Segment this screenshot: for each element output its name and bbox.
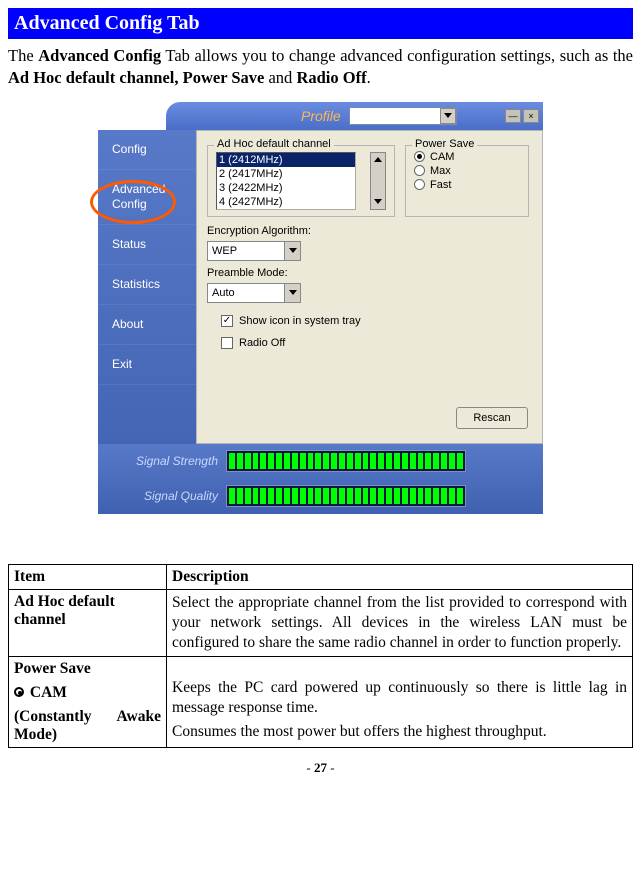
bullet-icon [14, 687, 24, 697]
preamble-label: Preamble Mode: [207, 267, 288, 279]
checkbox-icon: ✓ [221, 315, 233, 327]
preamble-dropdown[interactable]: Auto [207, 283, 301, 303]
radio-off-checkbox[interactable]: Radio Off [221, 337, 285, 349]
table-row: Power Save CAM (Constantly Awake Mode) K… [9, 656, 633, 747]
scroll-up-icon[interactable] [371, 153, 385, 167]
chevron-down-icon [440, 108, 456, 124]
chevron-down-icon [284, 284, 300, 302]
channel-listbox[interactable]: 1 (2412MHz) 2 (2417MHz) 3 (2422MHz) 4 (2… [216, 152, 356, 210]
description-table: Item Description Ad Hoc defaultchannel S… [8, 564, 633, 748]
channel-item[interactable]: 4 (2427MHz) [217, 195, 355, 209]
channel-item[interactable]: 2 (2417MHz) [217, 167, 355, 181]
signal-bars: Signal Strength Signal Quality [98, 444, 543, 514]
signal-strength-label: Signal Strength [98, 454, 226, 468]
profile-dropdown[interactable] [349, 107, 457, 125]
table-header-item: Item [9, 564, 167, 589]
section-header: Advanced Config Tab [8, 8, 633, 39]
close-button[interactable]: × [523, 109, 539, 123]
settings-panel: Ad Hoc default channel 1 (2412MHz) 2 (24… [196, 130, 543, 444]
radio-cam[interactable]: CAM [406, 150, 528, 164]
power-save-label: Power Save [412, 138, 477, 150]
chevron-down-icon [284, 242, 300, 260]
encryption-label: Encryption Algorithm: [207, 225, 311, 237]
highlight-annotation [90, 180, 176, 224]
intro-paragraph: The Advanced Config Tab allows you to ch… [8, 45, 633, 90]
tab-statistics[interactable]: Statistics [98, 265, 196, 305]
power-save-groupbox: Power Save CAM Max Fast [405, 145, 529, 217]
minimize-button[interactable]: — [505, 109, 521, 123]
signal-quality-label: Signal Quality [98, 489, 226, 503]
channel-item[interactable]: 1 (2412MHz) [217, 153, 355, 167]
page-number: - 27 - [8, 760, 633, 776]
title-bar: Profile — × [166, 102, 543, 130]
config-screenshot: Profile — × Config Advanced Config Statu… [98, 102, 543, 544]
adhoc-label: Ad Hoc default channel [214, 138, 334, 150]
tray-icon-checkbox[interactable]: ✓ Show icon in system tray [221, 315, 361, 327]
radio-fast[interactable]: Fast [406, 178, 528, 192]
tab-status[interactable]: Status [98, 225, 196, 265]
scrollbar[interactable] [370, 152, 386, 210]
channel-item[interactable]: 3 (2422MHz) [217, 181, 355, 195]
checkbox-icon [221, 337, 233, 349]
tab-exit[interactable]: Exit [98, 345, 196, 385]
table-row: Ad Hoc defaultchannel Select the appropr… [9, 589, 633, 656]
table-header-description: Description [167, 564, 633, 589]
rescan-button[interactable]: Rescan [456, 407, 528, 429]
scroll-down-icon[interactable] [371, 195, 385, 209]
adhoc-groupbox: Ad Hoc default channel 1 (2412MHz) 2 (24… [207, 145, 395, 217]
signal-strength-meter [226, 450, 466, 472]
profile-label: Profile [301, 108, 341, 124]
radio-icon [414, 151, 425, 162]
radio-max[interactable]: Max [406, 164, 528, 178]
tab-about[interactable]: About [98, 305, 196, 345]
tab-config[interactable]: Config [98, 130, 196, 170]
signal-quality-meter [226, 485, 466, 507]
radio-icon [414, 165, 425, 176]
encryption-dropdown[interactable]: WEP [207, 241, 301, 261]
radio-icon [414, 179, 425, 190]
